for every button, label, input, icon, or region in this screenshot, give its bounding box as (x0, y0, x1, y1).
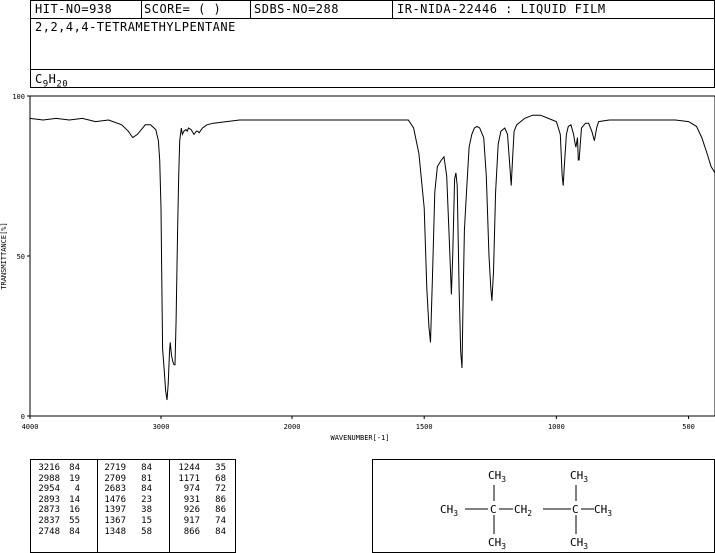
peak-intensity: 16 (69, 505, 80, 516)
table-row: 2873 16 1397 38 926 86 (34, 505, 226, 516)
peak-intensity: 81 (141, 473, 152, 484)
ir-spectrum-chart: 4000 3000 2000 1500 1000 500 0 50 100 WAVENUMBE… (0, 93, 715, 442)
peak-intensity: 19 (69, 473, 80, 484)
peak-intensity: 35 (215, 463, 226, 473)
peak-intensity: 38 (141, 505, 152, 516)
peak-intensity: 4 (74, 484, 80, 495)
plot-frame (29, 95, 715, 417)
peak-intensity: 58 (141, 526, 152, 537)
methyl-bottom-right: CH3 (570, 536, 588, 551)
peak-intensity: 84 (69, 526, 80, 537)
x-tick-label: 1000 (548, 423, 565, 431)
table-row: 2837 55 1367 15 917 74 (34, 516, 226, 527)
peak-wavenumber: 926 (183, 505, 200, 516)
table-divider (169, 460, 170, 552)
peak-intensity: 23 (141, 494, 152, 505)
peak-wavenumber: 2988 (38, 473, 60, 484)
formula-part: H (48, 72, 57, 86)
methyl-top-left: CH3 (488, 469, 506, 484)
peak-wavenumber: 917 (183, 515, 200, 526)
peak-wavenumber: 2893 (38, 494, 60, 505)
peak-wavenumber: 1367 (104, 515, 126, 526)
peak-wavenumber: 2873 (38, 505, 60, 516)
peak-wavenumber: 1397 (104, 505, 126, 516)
peak-table: 3216 84 2719 84 1244 35 2988 19 2709 81 1171 68 2954… (34, 463, 226, 537)
peak-intensity: 84 (141, 484, 152, 495)
peak-wavenumber: 1171 (178, 473, 200, 484)
peak-wavenumber: 974 (183, 484, 200, 495)
peak-intensity: 84 (215, 526, 226, 537)
peak-intensity: 55 (69, 515, 80, 526)
quaternary-carbon-left: C (490, 503, 497, 516)
formula-subscript: 20 (56, 79, 69, 90)
methyl-left: CH3 (440, 503, 458, 518)
methyl-top-right: CH3 (570, 469, 588, 484)
score-field: SCORE= ( ) (144, 2, 222, 16)
table-row: 3216 84 2719 84 1244 35 (34, 463, 226, 474)
peak-wavenumber: 2719 (104, 463, 126, 473)
formula-subscript: 9 (42, 79, 49, 90)
peak-intensity: 72 (215, 484, 226, 495)
x-axis-label: WAVENUMBER[-1] (330, 434, 389, 442)
x-tick-label: 3000 (153, 423, 170, 431)
formula-divider (30, 69, 715, 70)
structure-diagram: CH3 CH3 CH3 C CH2 C CH3 CH3 CH3 (440, 469, 612, 551)
peak-wavenumber: 3216 (38, 463, 60, 473)
table-row: 2954 4 2683 84 974 72 (34, 484, 226, 495)
molecular-formula: C9H20 (35, 72, 68, 91)
x-tick-label: 4000 (22, 423, 39, 431)
table-row: 2893 14 1476 23 931 86 (34, 495, 226, 506)
x-tick-label: 1500 (416, 423, 433, 431)
quaternary-carbon-right: C (572, 503, 579, 516)
peak-wavenumber: 1476 (104, 494, 126, 505)
peak-intensity: 68 (215, 473, 226, 484)
peak-wavenumber: 2837 (38, 515, 60, 526)
peak-wavenumber: 2954 (38, 484, 60, 495)
peak-wavenumber: 1244 (178, 463, 200, 473)
peak-wavenumber: 2683 (104, 484, 126, 495)
peak-wavenumber: 2748 (38, 526, 60, 537)
peak-intensity: 84 (141, 463, 152, 473)
table-divider (97, 460, 98, 552)
methylene-middle: CH2 (514, 503, 532, 518)
y-tick-label: 100 (12, 93, 25, 101)
spectrum-line (29, 114, 715, 401)
x-tick-label: 2000 (284, 423, 301, 431)
sdbs-number: SDBS-NO=288 (254, 2, 339, 16)
y-tick-label: 50 (17, 253, 25, 261)
ir-measurement-info: IR-NIDA-22446 : LIQUID FILM (397, 2, 606, 16)
peak-intensity: 86 (215, 494, 226, 505)
y-axis-label: TRANSMITTANCE[%] (0, 222, 8, 289)
header-divider (141, 1, 142, 19)
hit-number: HIT-NO=938 (35, 2, 113, 16)
formula-part: C (35, 72, 43, 86)
table-row: 2988 19 2709 81 1171 68 (34, 474, 226, 485)
peak-intensity: 74 (215, 515, 226, 526)
methyl-right: CH3 (594, 503, 612, 518)
peak-intensity: 15 (141, 515, 152, 526)
peak-wavenumber: 2709 (104, 473, 126, 484)
peak-intensity: 86 (215, 505, 226, 516)
peak-wavenumber: 866 (183, 526, 200, 537)
peak-intensity: 84 (69, 463, 80, 473)
compound-name: 2,2,4,4-TETRAMETHYLPENTANE (35, 20, 236, 34)
header-divider (250, 1, 251, 19)
methyl-bottom-left: CH3 (488, 536, 506, 551)
peak-intensity: 14 (69, 494, 80, 505)
peak-wavenumber: 931 (183, 494, 200, 505)
peak-wavenumber: 1348 (104, 526, 126, 537)
x-tick-label: 500 (682, 423, 695, 431)
table-row: 2748 84 1348 58 866 84 (34, 527, 226, 538)
y-tick-label: 0 (21, 413, 25, 421)
header-divider (392, 1, 393, 19)
